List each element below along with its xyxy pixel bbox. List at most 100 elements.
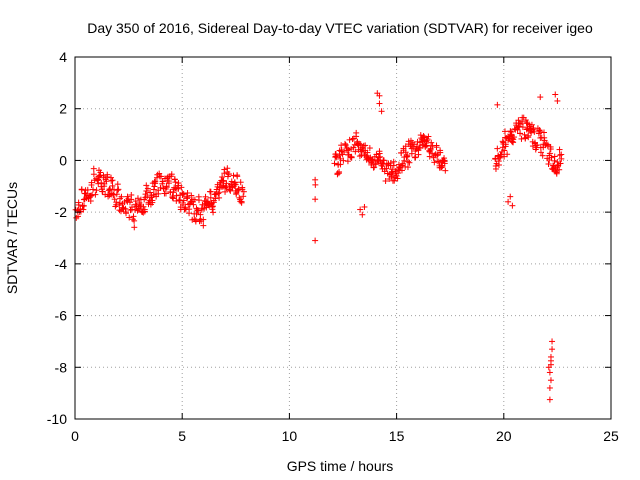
data-point [176,196,183,203]
data-point [390,158,397,165]
data-point [398,167,405,174]
data-point [152,178,159,185]
data-point [382,177,389,184]
x-tick-label: 20 [496,428,512,444]
data-point [237,179,244,186]
data-point [193,210,200,217]
data-point [335,170,342,177]
data-point [224,165,231,172]
data-point [126,214,133,221]
y-tick-label: 0 [59,152,67,168]
data-point [172,179,179,186]
data-point [549,338,556,345]
data-point [547,146,554,153]
data-point [525,134,532,141]
data-point [143,182,150,189]
data-point [412,154,419,161]
x-axis-label: GPS time / hours [287,458,394,474]
data-point [106,186,113,193]
data-point [547,357,554,364]
data-point [426,153,433,160]
data-point [552,91,559,98]
data-point [499,138,506,145]
data-point [393,172,400,179]
data-point [178,184,185,191]
data-point [548,154,555,161]
data-point [331,160,338,167]
y-tick-label: 2 [59,101,67,117]
data-point [438,164,445,171]
data-point [556,152,563,159]
data-point [342,142,349,149]
data-point [442,167,449,174]
data-point [428,139,435,146]
data-point [546,384,553,391]
data-point [376,100,383,107]
data-point [195,193,202,200]
y-tick-label: -6 [55,308,68,324]
data-point [109,182,116,189]
data-point [207,188,214,195]
data-point [165,178,172,185]
data-point [232,181,239,188]
chart-title: Day 350 of 2016, Sidereal Day-to-day VTE… [87,20,593,36]
data-point [505,198,512,205]
data-point [75,213,82,220]
data-point [353,129,360,136]
data-point [410,144,417,151]
data-point [188,192,195,199]
data-point [359,211,366,218]
data-point [554,97,561,104]
data-point [358,148,365,155]
data-point [411,154,418,161]
data-point [501,128,508,135]
data-point [511,134,518,141]
data-point [499,144,506,151]
data-point [190,201,197,208]
data-point [521,131,528,138]
data-point [78,186,85,193]
data-point [541,129,547,136]
data-point [122,205,129,212]
y-tick-label: -4 [55,256,68,272]
y-tick-labels: -10 -8 -6 -4 -2 0 2 4 [47,49,67,427]
data-point [175,185,182,192]
data-point [534,142,541,149]
data-point [357,206,364,213]
data-point [441,160,448,167]
data-point [216,194,223,201]
data-point [109,177,116,184]
data-point [219,178,226,185]
data-point [219,173,226,180]
data-point [389,166,396,173]
data-point [105,187,112,194]
data-point [427,146,434,153]
data-point [312,196,319,203]
data-point [118,193,125,200]
data-point [519,124,526,131]
data-point [546,369,553,376]
data-point [200,222,207,229]
data-point [216,184,223,191]
data-point [494,101,501,108]
data-point [115,186,122,193]
data-point [98,179,105,186]
plot-frame [74,56,612,420]
data-point [171,176,178,183]
data-point [227,187,234,194]
data-point [234,172,241,179]
data-point [220,177,227,184]
data-point [546,150,553,157]
data-point [507,131,514,138]
data-point [111,196,118,203]
data-point [378,108,385,115]
data-point [113,191,120,198]
data-point [340,157,347,164]
data-point [140,209,147,216]
data-point [346,136,353,143]
data-point [179,190,186,197]
data-point [514,126,521,133]
data-point [553,170,560,177]
data-point [114,187,121,194]
data-point [87,192,94,199]
